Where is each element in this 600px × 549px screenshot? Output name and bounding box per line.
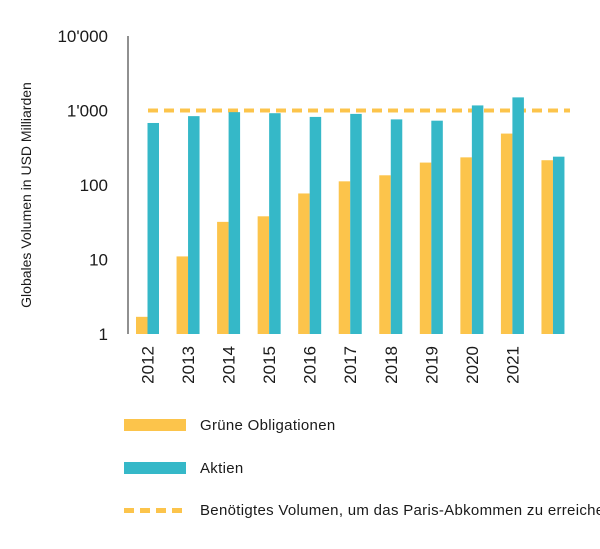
y-axis-title: Globales Volumen in USD Milliarden	[18, 82, 34, 308]
x-tick-label: 2020	[463, 346, 482, 384]
bar-aktien	[350, 113, 362, 334]
x-tick-label: 2012	[139, 346, 158, 384]
legend-swatch-gruene-obligationen	[124, 419, 186, 431]
bar-gruene-obligationen	[298, 193, 310, 334]
y-tick-label: 100	[80, 176, 108, 195]
x-tick-label: 2017	[341, 346, 360, 384]
bar-aktien	[309, 116, 322, 334]
bar-gruene-obligationen	[257, 216, 270, 334]
bar-gruene-obligationen	[176, 256, 189, 334]
legend-label-gruene-obligationen: Grüne Obligationen	[200, 417, 336, 434]
bar-aktien	[188, 116, 200, 334]
y-tick-label: 10	[89, 251, 108, 270]
x-tick-label: 2016	[301, 346, 320, 384]
bar-gruene-obligationen	[460, 157, 472, 334]
bars	[136, 97, 565, 335]
bar-aktien	[390, 119, 403, 334]
y-tick-label: 1	[99, 325, 108, 344]
x-tick-label: 2014	[220, 346, 239, 384]
x-tick-label: 2019	[422, 346, 441, 384]
bar-aktien	[512, 97, 524, 335]
x-tick-label: 2021	[503, 346, 522, 384]
bar-gruene-obligationen	[217, 221, 229, 334]
bar-aktien	[471, 105, 484, 334]
bar-aktien	[228, 112, 241, 334]
x-tick-label: 2015	[260, 346, 279, 384]
legend-label-aktien: Aktien	[200, 460, 244, 477]
bar-aktien	[552, 156, 565, 334]
y-tick-label: 1'000	[67, 102, 108, 121]
x-tick-label: 2013	[179, 346, 198, 384]
bar-aktien	[431, 120, 443, 334]
bar-gruene-obligationen	[541, 160, 553, 334]
bar-aktien	[269, 113, 281, 334]
legend-swatch-aktien	[124, 462, 186, 474]
legend-swatch-paris-volumen	[124, 508, 186, 513]
x-tick-label: 2018	[382, 346, 401, 384]
y-axis-ticks: 1 10 100 1'000 10'000	[57, 27, 108, 344]
x-axis-labels: 2012 2013 2014 2015 2016 2017 2018 2019 2020 2021	[139, 346, 523, 384]
bar-gruene-obligationen	[379, 175, 391, 334]
legend-label-paris-volumen: Benötigtes Volumen, um das Paris-Abkomme…	[200, 502, 600, 519]
bar-gruene-obligationen	[136, 316, 148, 334]
bar-aktien	[147, 122, 159, 334]
y-tick-label: 10'000	[57, 27, 108, 46]
bar-gruene-obligationen	[500, 133, 513, 334]
bar-gruene-obligationen	[419, 162, 432, 334]
bar-gruene-obligationen	[338, 181, 351, 334]
